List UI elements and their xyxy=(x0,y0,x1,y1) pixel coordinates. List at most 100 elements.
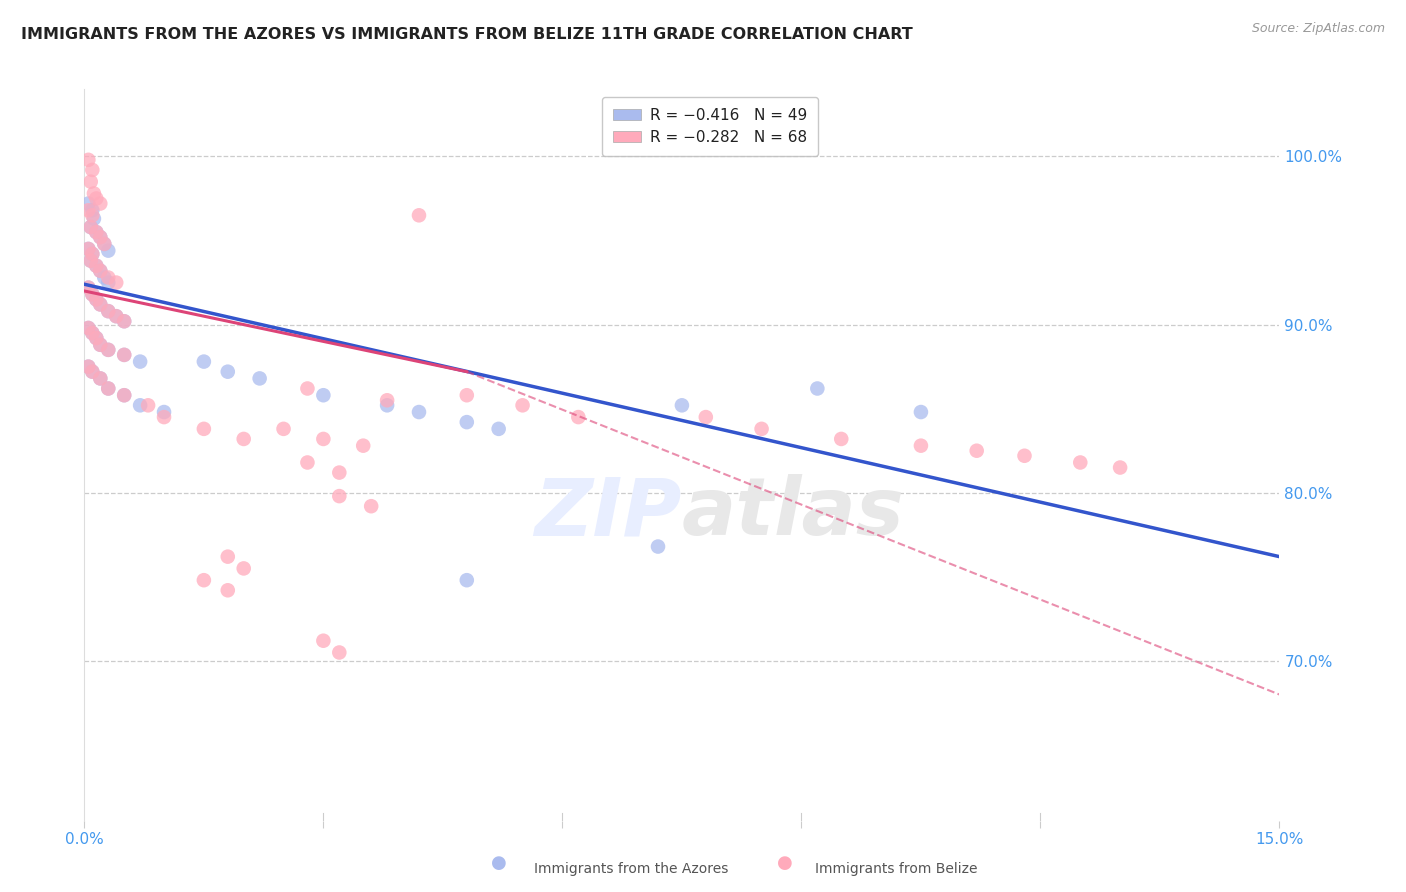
Point xyxy=(86,225,108,239)
Point xyxy=(82,162,104,177)
Point xyxy=(89,297,111,311)
Point xyxy=(77,203,100,218)
Point xyxy=(93,270,115,285)
Point xyxy=(86,225,108,239)
Point xyxy=(77,242,100,256)
Point xyxy=(77,280,100,294)
Point xyxy=(328,489,350,503)
Legend: R = −0.416   N = 49, R = −0.282   N = 68: R = −0.416 N = 49, R = −0.282 N = 68 xyxy=(602,97,818,156)
Point xyxy=(105,309,128,323)
Point xyxy=(82,287,104,301)
Point xyxy=(1014,449,1036,463)
Point xyxy=(77,153,100,167)
Point xyxy=(89,338,111,352)
Point xyxy=(82,208,104,222)
Point xyxy=(82,247,104,261)
Point xyxy=(83,186,105,201)
Point xyxy=(77,242,100,256)
Point xyxy=(93,236,115,251)
Point xyxy=(408,208,430,222)
Point xyxy=(112,388,135,402)
Point xyxy=(80,220,103,235)
Point xyxy=(129,354,152,368)
Point xyxy=(129,398,152,412)
Point xyxy=(232,432,254,446)
Point xyxy=(830,432,852,446)
Point xyxy=(193,573,215,587)
Point xyxy=(97,343,120,357)
Point xyxy=(97,304,120,318)
Point xyxy=(136,398,159,412)
Point xyxy=(312,432,335,446)
Point xyxy=(86,192,108,206)
Point xyxy=(89,338,111,352)
Point xyxy=(97,276,120,290)
Point xyxy=(80,253,103,268)
Point xyxy=(328,645,350,659)
Point xyxy=(77,321,100,335)
Point xyxy=(375,398,398,412)
Point xyxy=(966,443,988,458)
Point xyxy=(193,422,215,436)
Point xyxy=(512,398,534,412)
Point xyxy=(82,326,104,340)
Point xyxy=(89,264,111,278)
Text: Immigrants from Belize: Immigrants from Belize xyxy=(815,862,979,876)
Point xyxy=(647,540,669,554)
Point xyxy=(232,561,254,575)
Point xyxy=(1109,460,1132,475)
Point xyxy=(86,331,108,345)
Point xyxy=(112,314,135,328)
Point xyxy=(77,359,100,374)
Point xyxy=(89,230,111,244)
Point xyxy=(82,326,104,340)
Point xyxy=(488,422,510,436)
Text: IMMIGRANTS FROM THE AZORES VS IMMIGRANTS FROM BELIZE 11TH GRADE CORRELATION CHAR: IMMIGRANTS FROM THE AZORES VS IMMIGRANTS… xyxy=(21,27,912,42)
Point xyxy=(312,388,335,402)
Point xyxy=(312,633,335,648)
Point xyxy=(89,371,111,385)
Point xyxy=(77,280,100,294)
Point xyxy=(217,365,239,379)
Point xyxy=(105,309,128,323)
Text: Source: ZipAtlas.com: Source: ZipAtlas.com xyxy=(1251,22,1385,36)
Point xyxy=(97,304,120,318)
Point xyxy=(86,259,108,273)
Point xyxy=(97,343,120,357)
Point xyxy=(112,314,135,328)
Point xyxy=(86,259,108,273)
Point xyxy=(97,382,120,396)
Point xyxy=(89,371,111,385)
Text: ●: ● xyxy=(491,855,508,872)
Point xyxy=(1069,455,1091,469)
Point xyxy=(193,354,215,368)
Point xyxy=(97,244,120,258)
Point xyxy=(77,359,100,374)
Point xyxy=(80,175,103,189)
Point xyxy=(83,211,105,226)
Point xyxy=(77,196,100,211)
Point xyxy=(328,466,350,480)
Point xyxy=(89,297,111,311)
Point xyxy=(93,236,115,251)
Point xyxy=(456,415,478,429)
Point xyxy=(153,405,176,419)
Point xyxy=(273,422,295,436)
Point xyxy=(112,388,135,402)
Point xyxy=(456,573,478,587)
Point xyxy=(97,270,120,285)
Point xyxy=(112,348,135,362)
Point xyxy=(97,382,120,396)
Point xyxy=(671,398,693,412)
Point xyxy=(89,230,111,244)
Point xyxy=(567,410,589,425)
Point xyxy=(82,247,104,261)
Point xyxy=(408,405,430,419)
Point xyxy=(375,393,398,408)
Point xyxy=(910,439,932,453)
Point xyxy=(806,382,828,396)
Point xyxy=(153,410,176,425)
Point xyxy=(249,371,271,385)
Point xyxy=(360,499,382,513)
Point xyxy=(82,203,104,218)
